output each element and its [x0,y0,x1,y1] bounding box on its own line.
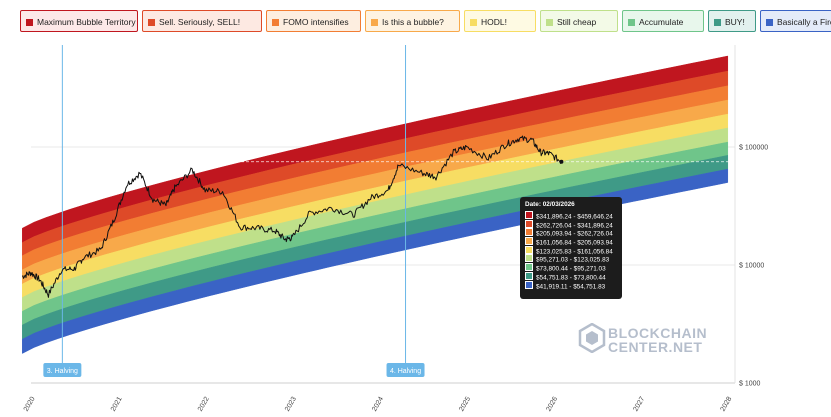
watermark-line1: BLOCKCHAIN [608,325,708,341]
tooltip-row: $54,751.83 - $73,800.44 [525,271,617,282]
tooltip-range: $123,025.83 - $161,056.84 [536,248,613,256]
watermark: BLOCKCHAIN CENTER.NET [578,322,707,358]
legend-label: Maximum Bubble Territory [37,17,136,27]
legend-swatch [628,18,635,26]
tooltip-swatch [525,263,533,272]
legend-label: Is this a bubble? [382,17,444,27]
x-tick-label: 2020 [23,396,37,413]
legend-label: BUY! [725,17,745,27]
legend-label: FOMO intensifies [283,17,349,27]
legend-label: Accumulate [639,17,684,27]
tooltip-swatch [525,254,533,263]
tooltip-row: $161,056.84 - $205,093.94 [525,237,617,247]
x-tick-label: 2026 [545,396,559,413]
tooltip-swatch [525,237,533,246]
legend-item[interactable]: Basically a Fire Sale [760,10,831,32]
x-tick-label: 2023 [284,396,298,413]
legend-swatch [766,18,773,26]
legend-item[interactable]: Accumulate [622,10,704,32]
tooltip-range: $95,271.03 - $123,025.83 [536,256,610,264]
tooltip-row: $95,271.03 - $123,025.83 [525,254,617,264]
legend-item[interactable]: Sell. Seriously, SELL! [142,10,262,32]
halving-label: 4. Halving [390,368,421,375]
x-tick-label: 2027 [632,396,646,413]
tooltip-swatch [525,211,533,219]
tooltip-swatch [525,271,533,280]
legend-swatch [371,18,378,26]
tooltip-range: $161,056.84 - $205,093.94 [536,239,613,247]
tooltip: Date: 02/03/2026 $341,896.24 - $459,646.… [520,197,622,299]
tooltip-range: $73,800.44 - $95,271.03 [536,265,606,273]
tooltip-swatch [525,228,533,237]
y-tick-label: $ 10000 [739,263,764,270]
current-price-marker [559,159,564,164]
legend-swatch [470,18,477,26]
legend-swatch [546,18,553,26]
legend-label: Still cheap [557,17,597,27]
tooltip-range: $262,726.04 - $341,896.24 [536,222,613,230]
tooltip-range: $41,919.11 - $54,751.83 [536,283,606,290]
y-tick-label: $ 1000 [739,381,761,388]
legend-item[interactable]: HODL! [464,10,536,32]
tooltip-swatch [525,245,533,254]
legend-swatch [26,18,33,26]
legend-label: Sell. Seriously, SELL! [159,17,241,27]
tooltip-row: $262,726.04 - $341,896.24 [525,219,617,230]
x-tick-label: 2025 [458,396,472,413]
tooltip-row: $41,919.11 - $54,751.83 [525,280,617,290]
watermark-line2: CENTER.NET [608,339,703,355]
legend-swatch [714,18,721,26]
tooltip-swatch [525,280,533,289]
x-tick-label: 2024 [371,396,385,413]
halving-label: 3. Halving [47,368,78,375]
tooltip-range: $205,093.94 - $262,726.04 [536,230,613,238]
legend-label: Basically a Fire Sale [777,17,831,27]
x-tick-label: 2028 [720,396,734,413]
x-tick-label: 2022 [197,396,211,413]
blockchaincenter-logo-icon [578,322,606,354]
legend-item[interactable]: BUY! [708,10,756,32]
tooltip-row: $123,025.83 - $161,056.84 [525,245,617,256]
tooltip-date: Date: 02/03/2026 [525,201,575,208]
tooltip-row: $341,896.24 - $459,646.24 [525,211,617,221]
legend-item[interactable]: Still cheap [540,10,618,32]
tooltip-swatch [525,219,533,228]
legend-item[interactable]: FOMO intensifies [266,10,361,32]
tooltip-range: $54,751.83 - $73,800.44 [536,274,606,282]
legend-item[interactable]: Maximum Bubble Territory [20,10,138,32]
halving-label-box [43,363,82,377]
legend-label: HODL! [481,17,507,27]
x-tick-label: 2021 [110,396,124,413]
tooltip-range: $341,896.24 - $459,646.24 [536,213,613,221]
tooltip-row: $205,093.94 - $262,726.04 [525,228,617,238]
tooltip-rows: $341,896.24 - $459,646.24 $262,726.04 - $… [525,211,617,290]
y-tick-label: $ 100000 [739,145,768,152]
legend-swatch [148,18,155,26]
legend-swatch [272,18,279,26]
btc-price-line [21,135,562,298]
halving-label-box [386,363,425,377]
tooltip-row: $73,800.44 - $95,271.03 [525,263,617,273]
legend-item[interactable]: Is this a bubble? [365,10,460,32]
